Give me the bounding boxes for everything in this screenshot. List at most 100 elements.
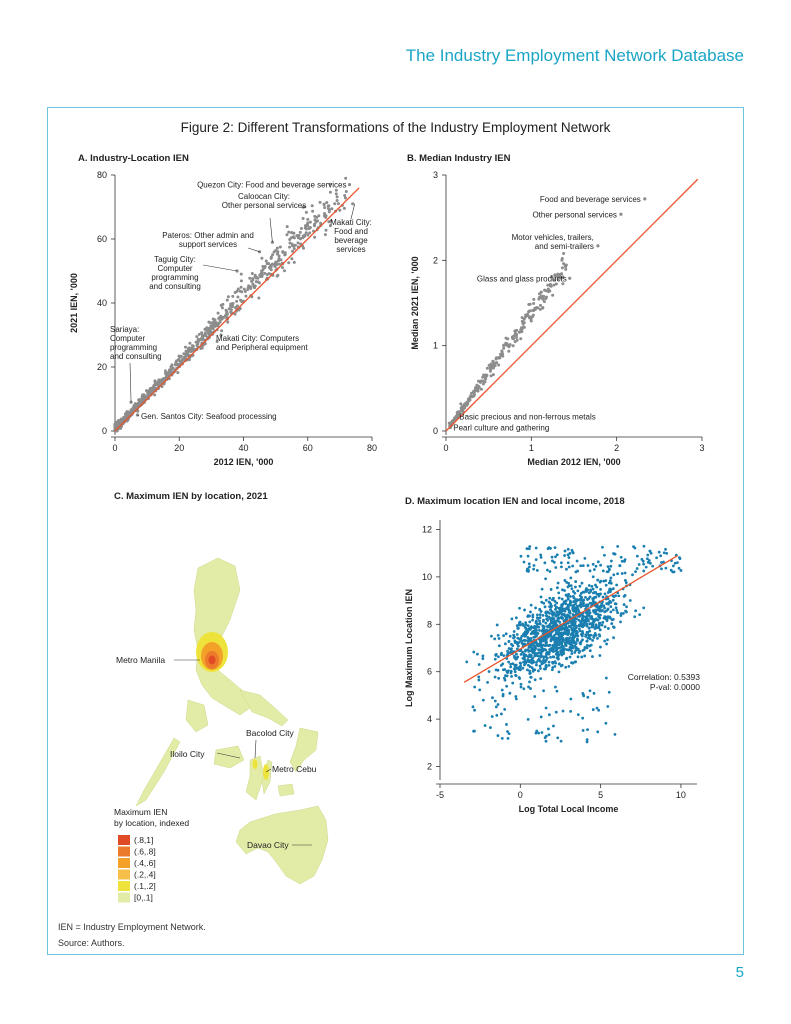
data-point [563, 614, 567, 618]
data-point [526, 668, 529, 672]
figure-frame: Figure 2: Different Transformations of t… [47, 107, 744, 955]
samar-leyte [289, 727, 319, 773]
data-point [330, 207, 334, 211]
data-point [187, 346, 191, 350]
data-point [516, 626, 520, 630]
data-point [634, 570, 637, 574]
data-point [552, 724, 555, 728]
data-point [564, 265, 568, 269]
data-point [513, 641, 517, 645]
annotation-label: and consulting [110, 352, 162, 361]
data-point [523, 608, 526, 612]
data-point [563, 589, 566, 592]
data-point [554, 710, 558, 714]
fit-line [463, 554, 679, 683]
data-point [594, 564, 598, 568]
data-point [328, 224, 332, 228]
panel-d-title: D. Maximum location IEN and local income… [405, 496, 625, 507]
data-point [531, 659, 535, 663]
data-point [551, 293, 555, 297]
data-point [313, 218, 317, 222]
data-point [588, 689, 592, 693]
data-point [607, 602, 610, 606]
data-point [236, 287, 240, 291]
data-point [594, 610, 598, 613]
data-point [579, 605, 583, 609]
data-point [632, 545, 635, 549]
data-point [559, 561, 563, 565]
data-point [516, 655, 520, 659]
data-point [515, 338, 519, 342]
data-point [229, 304, 233, 308]
data-point [527, 547, 531, 551]
data-point [608, 587, 612, 591]
data-point [524, 621, 528, 625]
x-tick-label: 20 [174, 443, 184, 453]
data-point [290, 249, 294, 253]
data-point [584, 634, 588, 638]
data-point [503, 642, 507, 646]
data-point [306, 217, 310, 221]
data-point [507, 349, 511, 353]
data-point [535, 306, 539, 310]
data-point [276, 250, 280, 254]
data-point [509, 651, 513, 655]
data-point [521, 666, 525, 670]
data-point [540, 600, 544, 604]
data-point [541, 614, 545, 617]
data-point [609, 605, 613, 608]
data-point [544, 641, 548, 644]
data-point [662, 560, 665, 564]
data-point [604, 721, 608, 725]
data-point [496, 734, 500, 737]
data-point [483, 724, 487, 727]
data-point [565, 580, 569, 584]
map-place-label: Metro Cebu [272, 764, 317, 774]
data-point [671, 564, 675, 568]
data-point [207, 320, 211, 324]
data-point [472, 729, 476, 733]
data-point [551, 660, 554, 664]
data-point [526, 312, 530, 316]
data-point [180, 358, 184, 362]
data-point [579, 620, 582, 624]
data-point [568, 609, 572, 613]
data-point [476, 652, 479, 656]
data-point [517, 623, 521, 627]
data-point [642, 606, 646, 610]
data-point [535, 632, 539, 636]
data-point [561, 639, 565, 643]
data-point [519, 554, 523, 558]
data-point [558, 621, 562, 624]
data-point [533, 695, 537, 698]
data-point [227, 307, 231, 311]
data-point [581, 564, 585, 568]
data-point [611, 598, 615, 602]
data-point [625, 610, 628, 614]
data-point [580, 595, 583, 599]
data-point [537, 651, 541, 655]
data-point [267, 261, 271, 265]
data-point [589, 622, 593, 626]
data-point [531, 651, 535, 654]
data-point [562, 251, 566, 255]
mindoro-island [185, 699, 209, 733]
data-point [514, 329, 518, 333]
data-point [546, 547, 550, 551]
data-point [601, 595, 605, 599]
data-point [551, 643, 555, 647]
data-point [615, 608, 619, 612]
reference-line [445, 178, 699, 432]
data-point [520, 639, 523, 643]
data-point [581, 625, 585, 629]
data-point [225, 312, 229, 316]
data-point [511, 337, 515, 341]
data-point [489, 374, 493, 378]
data-point [528, 302, 532, 306]
data-point [542, 689, 545, 693]
data-point [242, 287, 246, 291]
data-point [660, 561, 663, 564]
data-point [544, 611, 548, 615]
data-point [522, 687, 526, 691]
data-point [514, 663, 518, 667]
